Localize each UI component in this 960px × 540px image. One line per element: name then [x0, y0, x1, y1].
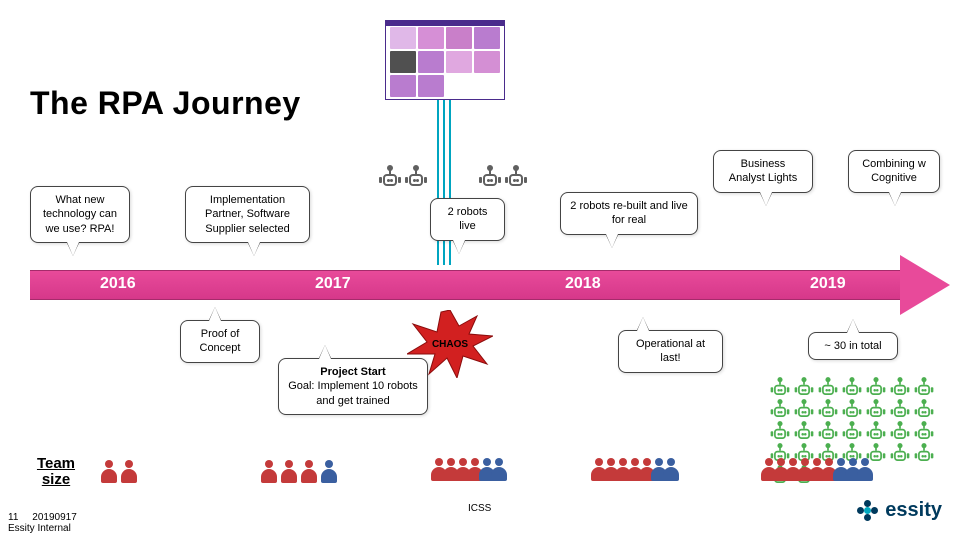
team-group [100, 460, 138, 484]
robot-icon [916, 380, 933, 399]
callout-analyst-lights: Business Analyst Lights [713, 150, 813, 193]
page-number: 11 [8, 512, 18, 523]
footer-classification: Essity Internal [8, 523, 71, 534]
team-group [760, 458, 874, 482]
person-icon [662, 458, 680, 482]
callout-text: Goal: Implement 10 robots and get traine… [288, 380, 418, 406]
callout-project-start: Project Start Goal: Implement 10 robots … [278, 358, 428, 415]
robot-icon [772, 402, 789, 421]
callout-rebuilt: 2 robots re-built and live for real [560, 192, 698, 235]
robot-icon [916, 402, 933, 421]
robot-icon [892, 446, 909, 465]
robot-icon [796, 402, 813, 421]
robot-icon [916, 446, 933, 465]
callout-operational: Operational at last! [618, 330, 723, 373]
person-icon [490, 458, 508, 482]
person-icon [260, 460, 278, 484]
person-icon [120, 460, 138, 484]
robot-pair-2017 [380, 168, 426, 190]
callout-text: Combining w Cognitive [862, 158, 926, 184]
chaos-burst: CHAOS [415, 318, 485, 370]
robot-icon [844, 402, 861, 421]
callout-text: Operational at last! [636, 338, 705, 364]
robot-icon [868, 402, 885, 421]
callout-cognitive: Combining w Cognitive [848, 150, 940, 193]
year-2018: 2018 [565, 275, 601, 293]
robot-icon [868, 380, 885, 399]
essity-logo-text: essity [885, 499, 942, 522]
footer-icss: ICSS [468, 503, 491, 514]
team-group [590, 458, 680, 482]
team-size-label: Team size [28, 456, 84, 488]
essity-logo: essity [857, 499, 942, 522]
person-icon [856, 458, 874, 482]
robot-icon [772, 380, 789, 399]
year-2019: 2019 [810, 275, 846, 293]
timeline-arrow: 2016 2017 2018 2019 [30, 265, 910, 305]
robot-icon [796, 380, 813, 399]
footer: 11 20190917 Essity Internal [8, 512, 77, 534]
year-2016: 2016 [100, 275, 136, 293]
team-group [430, 458, 508, 482]
robot-icon [844, 380, 861, 399]
robot-icon [892, 424, 909, 443]
robot-icon [820, 402, 837, 421]
callout-text: 2 robots live [448, 206, 488, 232]
person-icon [320, 460, 338, 484]
callout-text-bold: Project Start [320, 366, 385, 378]
robot-icon [820, 380, 837, 399]
callout-implementation-partner: Implementation Partner, Software Supplie… [185, 186, 310, 243]
essity-logo-icon [857, 500, 879, 522]
callout-text: What new technology can we use? RPA! [43, 194, 117, 235]
robot-icon [820, 424, 837, 443]
robot-icon [868, 424, 885, 443]
dashboard-thumbnail [385, 20, 505, 100]
callout-text: ~ 30 in total [824, 340, 881, 352]
year-2017: 2017 [315, 275, 351, 293]
callout-poc: Proof of Concept [180, 320, 260, 363]
robot-icon [892, 402, 909, 421]
chaos-label: CHAOS [432, 339, 468, 350]
callout-text: Implementation Partner, Software Supplie… [205, 194, 290, 235]
robot-pair-2018 [480, 168, 526, 190]
person-icon [280, 460, 298, 484]
callout-new-tech: What new technology can we use? RPA! [30, 186, 130, 243]
robot-icon [844, 424, 861, 443]
robot-icon [772, 424, 789, 443]
team-group [260, 460, 338, 484]
robot-icon [892, 380, 909, 399]
callout-text: Proof of Concept [200, 328, 241, 354]
person-icon [100, 460, 118, 484]
callout-30-total: ~ 30 in total [808, 332, 898, 360]
callout-2-robots-live: 2 robots live [430, 198, 505, 241]
callout-text: Business Analyst Lights [729, 158, 797, 184]
person-icon [300, 460, 318, 484]
slide-title: The RPA Journey [30, 85, 301, 122]
callout-text: 2 robots re-built and live for real [570, 200, 687, 226]
robot-icon [796, 424, 813, 443]
robot-icon [916, 424, 933, 443]
footer-date: 20190917 [32, 512, 77, 523]
